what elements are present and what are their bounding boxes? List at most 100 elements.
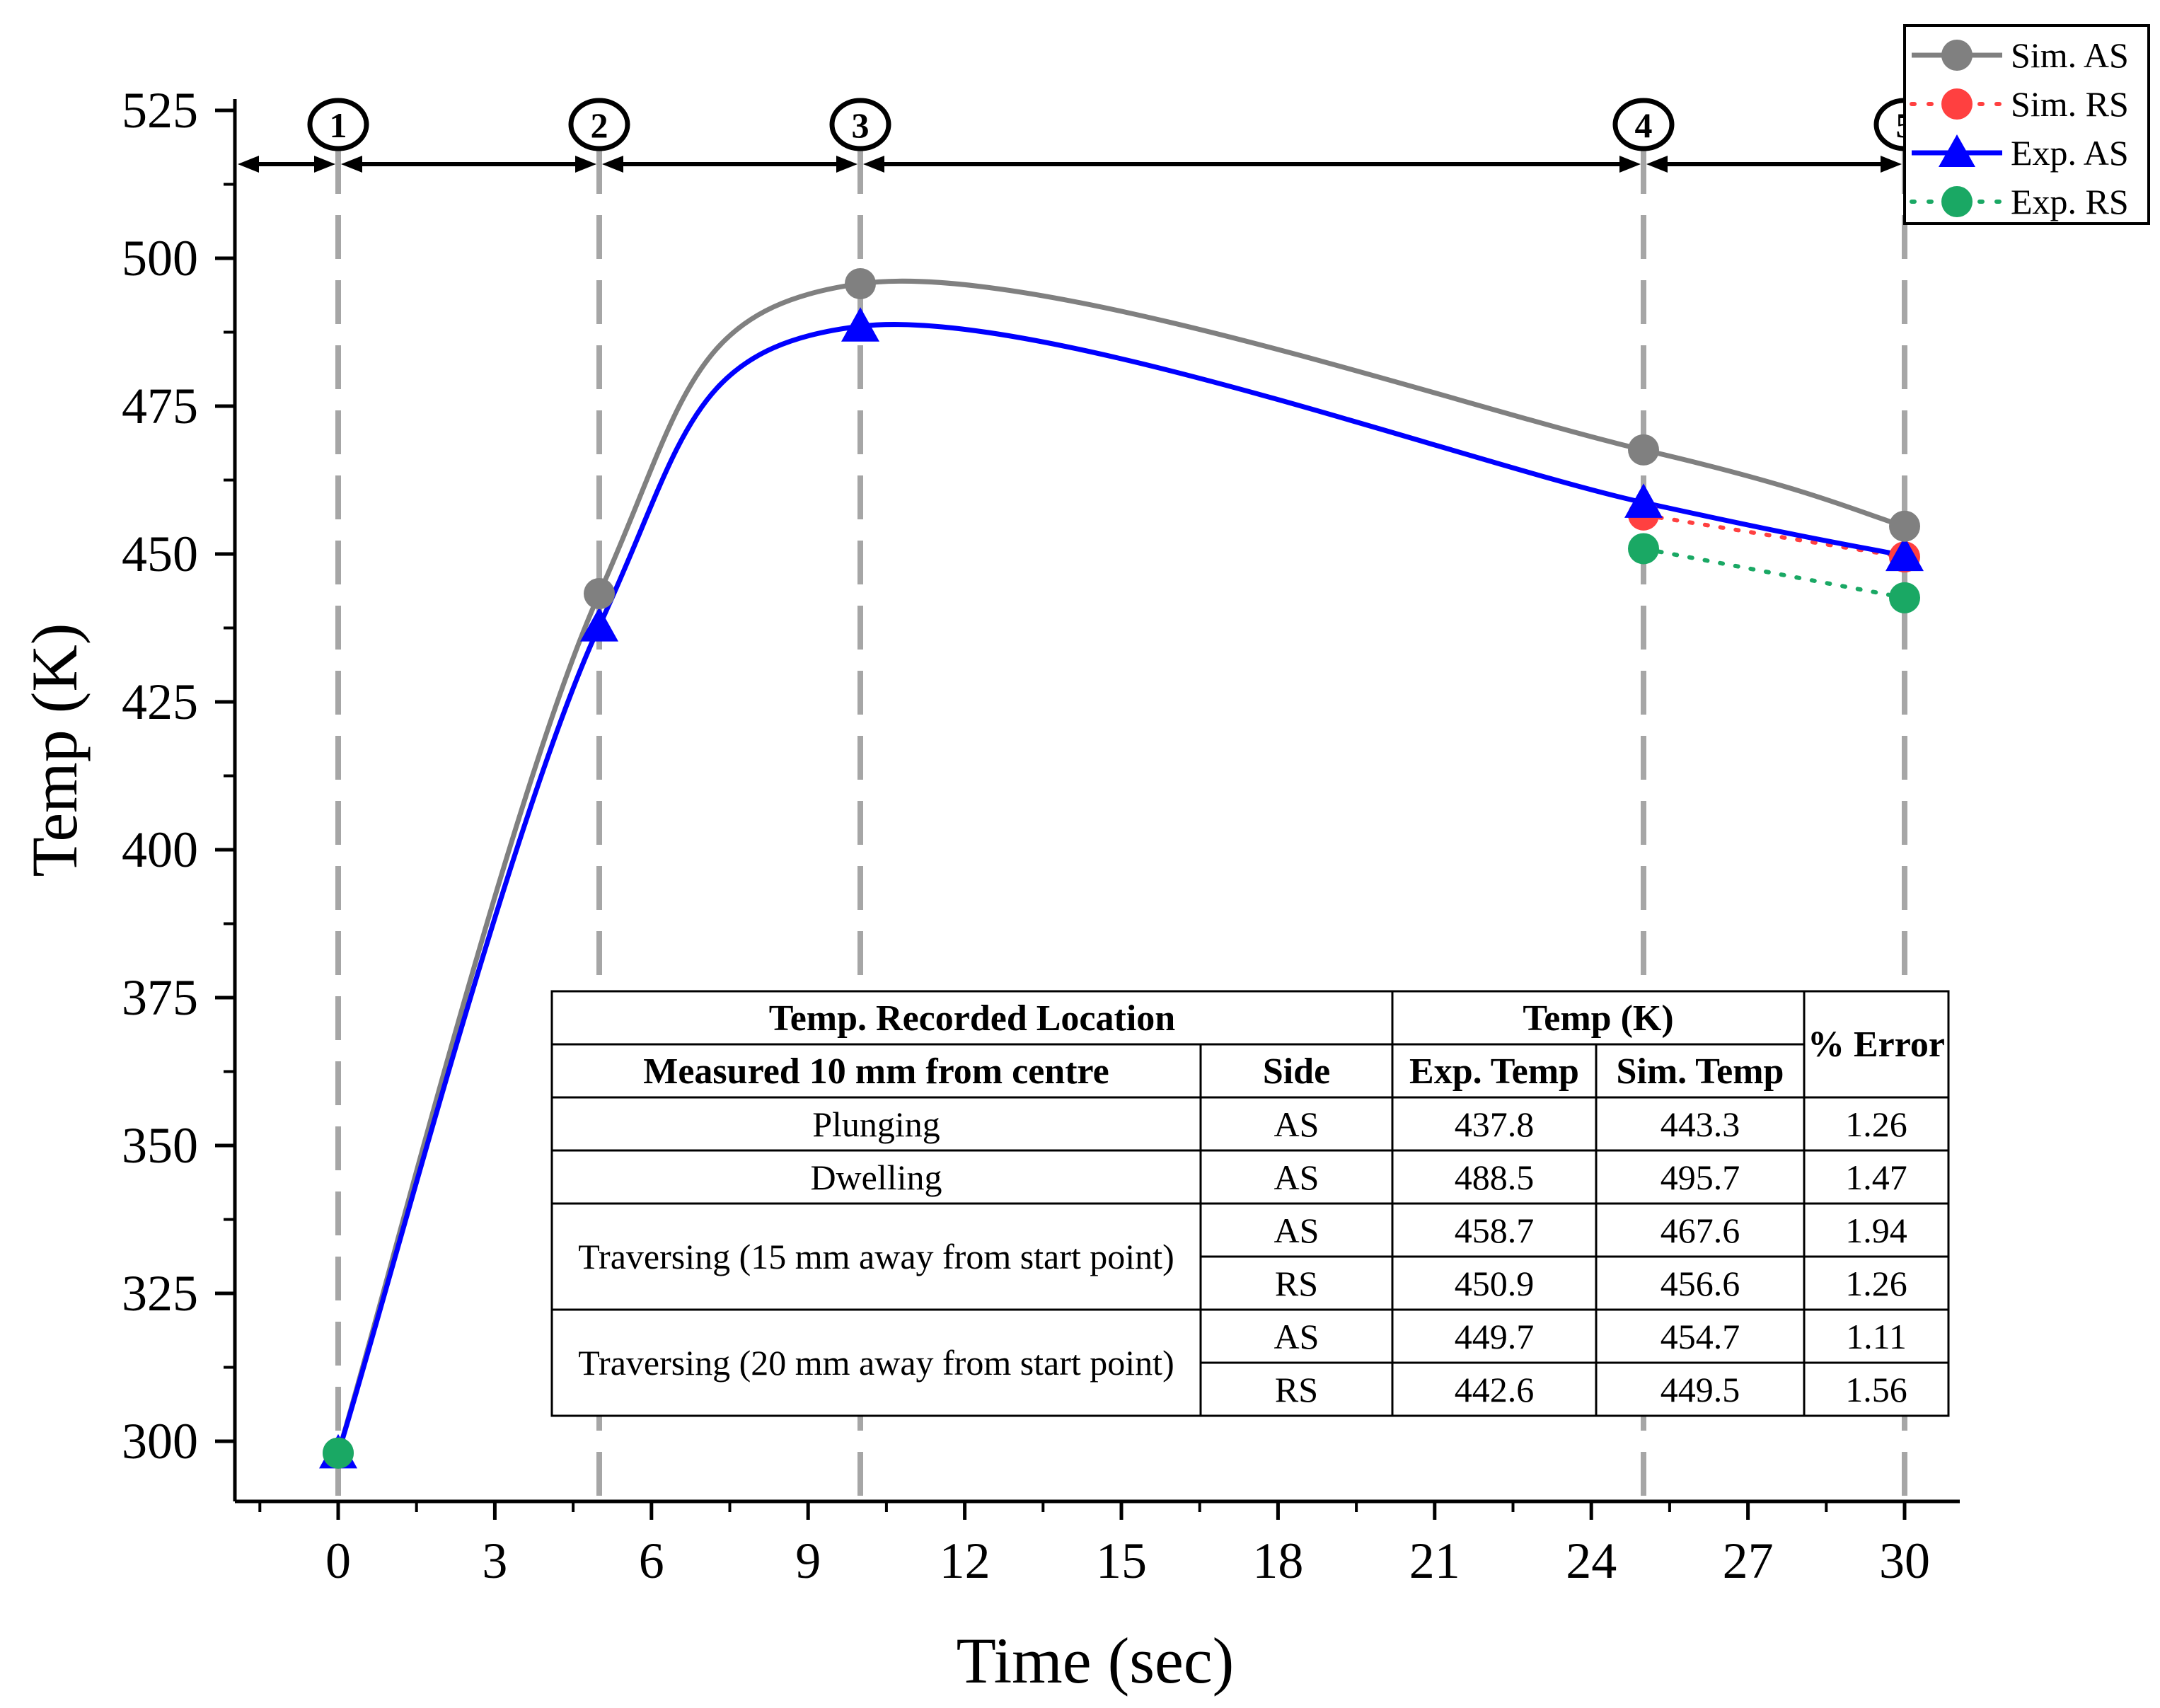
x-tick-label: 24 (1566, 1533, 1617, 1589)
table-cell-side: RS (1275, 1264, 1318, 1303)
x-tick-label: 0 (325, 1533, 351, 1589)
arrow-head-left (1646, 156, 1668, 173)
data-point-circle (845, 267, 876, 299)
x-tick-label: 27 (1723, 1533, 1774, 1589)
table-cell-exp: 442.6 (1455, 1370, 1535, 1409)
stage-label: 1 (330, 105, 347, 145)
stage-label: 3 (852, 105, 870, 145)
table-cell-side: AS (1274, 1158, 1319, 1197)
data-point-circle (584, 578, 615, 610)
y-tick-label: 325 (122, 1265, 198, 1322)
table-cell-location: Plunging (812, 1104, 940, 1144)
legend-item: Exp. RS (1910, 182, 2129, 221)
data-point-circle (1889, 582, 1920, 613)
arrow-head-right (575, 156, 596, 173)
table-cell-exp: 450.9 (1455, 1264, 1535, 1303)
arrow-head-right (1619, 156, 1641, 173)
table-cell-location: Dwelling (810, 1158, 942, 1197)
y-tick-label: 450 (122, 526, 198, 582)
table-cell-sim: 454.7 (1661, 1317, 1740, 1356)
data-point-circle (1628, 434, 1659, 466)
legend-marker (1941, 88, 1973, 120)
stage-marker: 4 (1612, 98, 1675, 151)
table-cell-side: AS (1274, 1317, 1319, 1356)
stage-label: 2 (591, 105, 608, 145)
data-table: Temp. Recorded Location Temp (K) % Error Me… (550, 990, 1950, 1417)
table-cell-error: 1.47 (1845, 1158, 1907, 1197)
arrow-head-right (314, 156, 335, 173)
table-cell-sim: 449.5 (1661, 1370, 1740, 1409)
x-tick-label: 15 (1096, 1533, 1147, 1589)
x-tick-label: 12 (940, 1533, 991, 1589)
series-line (1641, 512, 1907, 560)
legend-label: Exp. RS (2011, 182, 2129, 221)
y-tick-label: 525 (122, 82, 198, 139)
legend-label: Exp. AS (2011, 133, 2129, 173)
table-cell-side: RS (1275, 1370, 1318, 1409)
arrow-head-left (602, 156, 623, 173)
legend-label: Sim. RS (2011, 84, 2129, 124)
table-group-header: Temp. Recorded Location (769, 998, 1175, 1039)
table-cell-location: Traversing (15 mm away from start point) (578, 1237, 1174, 1276)
table-cell-exp: 437.8 (1455, 1104, 1535, 1144)
stage-span-arrow (602, 156, 857, 173)
y-tick-label: 350 (122, 1117, 198, 1174)
table-cell-error: 1.26 (1845, 1264, 1907, 1303)
stage-span-arrow (341, 156, 596, 173)
table-cell-error: 1.11 (1846, 1317, 1907, 1356)
stage-marker: 3 (829, 98, 891, 151)
legend-marker (1939, 134, 1975, 167)
markers-exp-rs (323, 533, 1920, 1469)
table-cell-sim: 495.7 (1661, 1158, 1740, 1197)
table-cell-error: 1.94 (1845, 1211, 1907, 1250)
arrow-head-right (1881, 156, 1902, 173)
series-line (1641, 546, 1907, 600)
legend-marker (1941, 186, 1973, 217)
data-point-circle (1628, 533, 1659, 565)
arrow-head-left (341, 156, 362, 173)
table-group-header: Temp (K) (1523, 998, 1673, 1039)
table-cell-exp: 449.7 (1455, 1317, 1535, 1356)
data-point-triangle (580, 606, 618, 642)
legend-item: Sim. AS (1912, 35, 2129, 75)
stage-circle (1612, 98, 1675, 151)
x-tick-label: 21 (1409, 1533, 1460, 1589)
legend-item: Exp. AS (1912, 133, 2129, 173)
y-tick-label: 375 (122, 969, 198, 1026)
stage-span-arrow (238, 156, 335, 173)
arrow-head-right (836, 156, 857, 173)
data-point-circle (1889, 510, 1920, 542)
table-cell-sim: 443.3 (1661, 1104, 1740, 1144)
stage-circle (568, 98, 630, 151)
stage-marker: 2 (568, 98, 630, 151)
data-point-circle (323, 1437, 354, 1469)
stage-span-arrow (863, 156, 1641, 173)
arrow-head-left (863, 156, 884, 173)
y-tick-label: 475 (122, 378, 198, 434)
x-tick-label: 3 (482, 1533, 507, 1589)
table-col-header: Measured 10 mm from centre (643, 1051, 1109, 1092)
legend-item: Sim. RS (1910, 84, 2129, 124)
table-cell-error: 1.56 (1845, 1370, 1907, 1409)
series-sim-rs (1641, 512, 1907, 560)
x-tick-label: 18 (1252, 1533, 1303, 1589)
table-cell-exp: 458.7 (1455, 1211, 1535, 1250)
legend-marker (1941, 40, 1973, 71)
table-col-header: Side (1263, 1051, 1330, 1092)
x-tick-label: 6 (639, 1533, 664, 1589)
table-cell-error: 1.26 (1845, 1104, 1907, 1144)
data-point-triangle (1624, 483, 1663, 518)
legend-label: Sim. AS (2011, 35, 2129, 75)
table-col-header: Sim. Temp (1617, 1051, 1784, 1092)
table-cell-side: AS (1274, 1104, 1319, 1144)
x-axis-title: Time (sec) (957, 1625, 1235, 1697)
stage-span-arrow (1646, 156, 1902, 173)
y-tick-label: 300 (122, 1413, 198, 1470)
y-tick-label: 400 (122, 821, 198, 878)
series-exp-rs (1641, 546, 1907, 600)
table-col-header: Exp. Temp (1409, 1051, 1579, 1092)
data-point-triangle (841, 307, 879, 342)
stage-marker: 1 (307, 98, 369, 151)
